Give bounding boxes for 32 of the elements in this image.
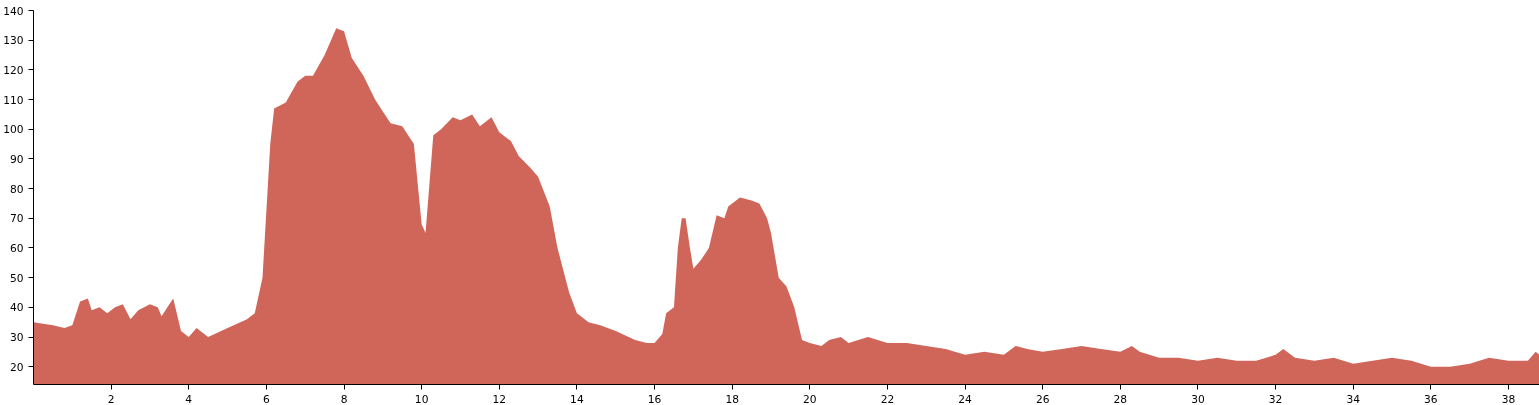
x-tick-label: 22 [880,392,895,405]
y-tick-label: 60 [9,241,24,255]
x-tick-label: 38 [1501,392,1516,405]
x-tick-label: 30 [1191,392,1205,405]
x-tick-label: 24 [958,392,973,405]
x-tick-label: 8 [340,392,348,405]
x-tick-label: 4 [185,392,193,405]
x-tick-label: 32 [1268,392,1283,405]
x-tick-label: 20 [803,392,817,405]
x-tick-label: 14 [570,392,584,405]
y-tick-label: 50 [9,271,24,285]
y-tick-label: 70 [9,212,24,226]
y-tick-label: 40 [9,301,24,315]
y-tick-label: 90 [9,152,24,166]
x-tick-label: 34 [1346,392,1361,405]
y-tick-label: 130 [3,34,24,48]
y-tick-label: 30 [9,331,24,345]
x-tick-label: 10 [414,392,429,405]
x-tick-label: 36 [1424,392,1438,405]
y-tick-label: 100 [3,123,24,137]
y-tick-label: 140 [3,4,24,18]
x-tick-label: 28 [1113,392,1128,405]
x-tick-label: 16 [647,392,662,405]
y-tick-label: 110 [3,93,24,107]
x-tick-label: 2 [107,392,115,405]
x-tick-label: 6 [263,392,270,405]
y-tick-label: 80 [9,182,24,196]
x-tick-label: 18 [725,392,740,405]
x-tick-label: 26 [1035,392,1050,405]
x-tick-label: 12 [492,392,507,405]
y-tick-label: 120 [3,63,24,77]
y-tick-label: 20 [9,360,24,374]
